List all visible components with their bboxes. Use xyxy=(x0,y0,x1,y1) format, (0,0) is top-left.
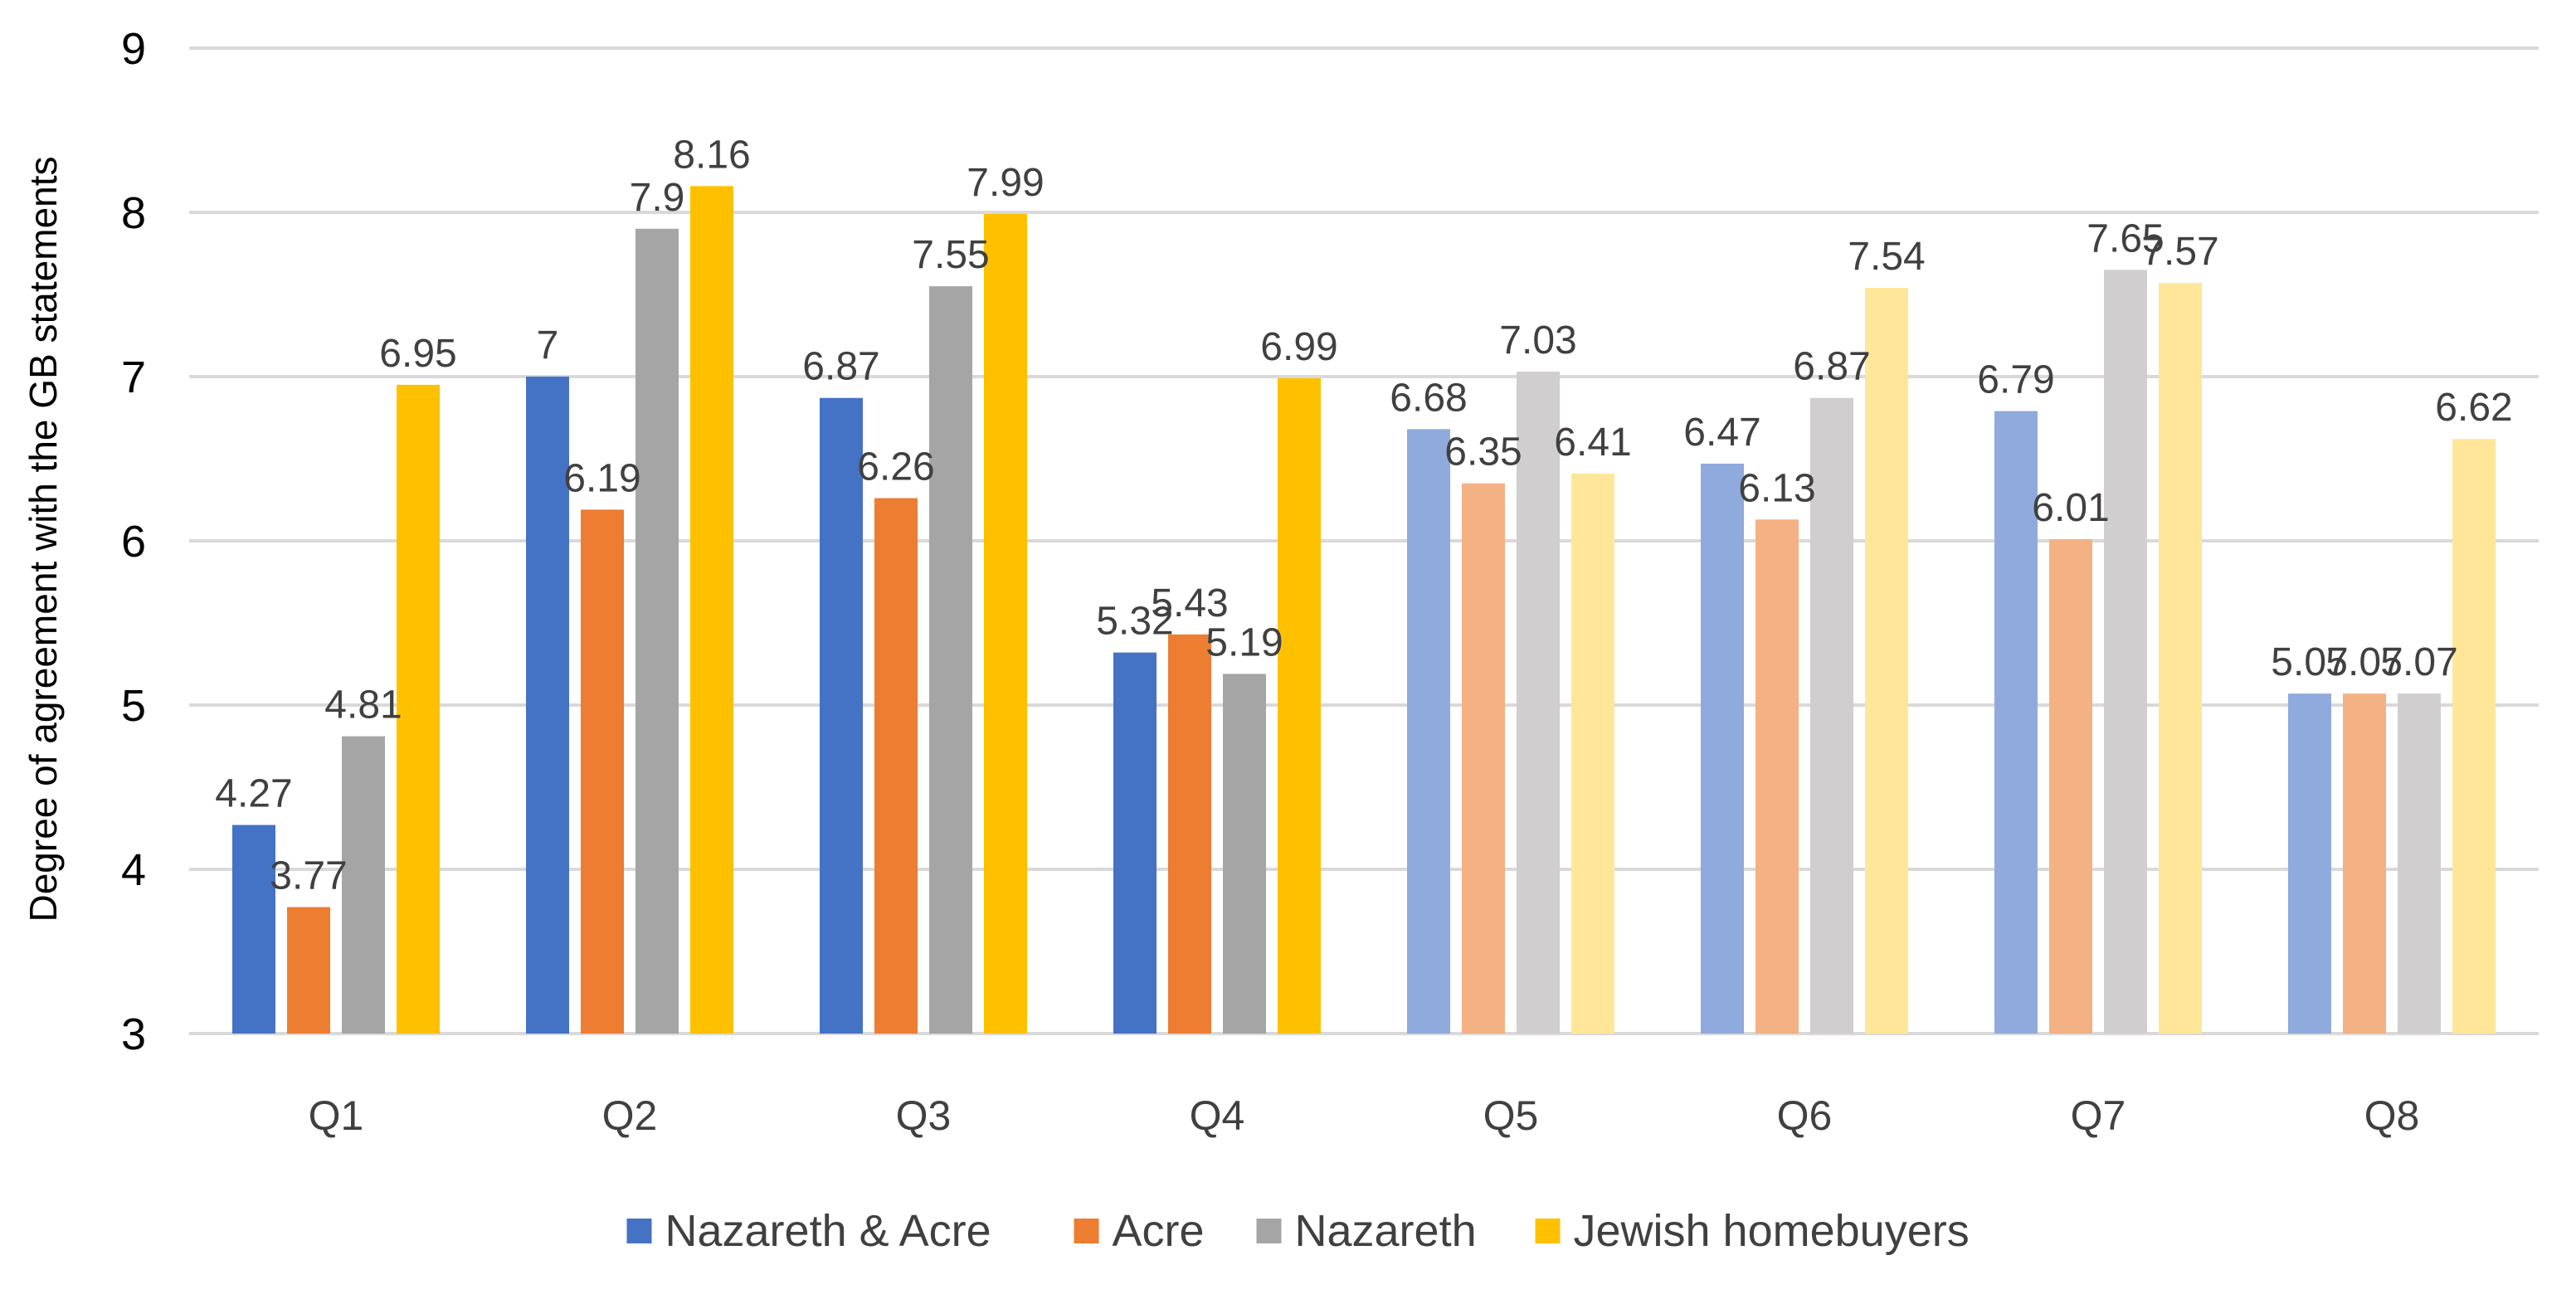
data-label: 5.19 xyxy=(1205,620,1283,664)
y-axis-ticks: 3 4 5 6 7 8 9 xyxy=(121,24,146,1059)
bar xyxy=(690,186,733,1034)
x-category-label: Q4 xyxy=(1190,1092,1245,1139)
data-label: 7.54 xyxy=(1848,235,1925,279)
bar xyxy=(232,825,275,1034)
data-label: 6.62 xyxy=(2435,386,2512,430)
bar xyxy=(874,498,918,1034)
data-label: 6.35 xyxy=(1444,431,1522,474)
data-label: 7.9 xyxy=(630,176,685,220)
bar xyxy=(2049,539,2092,1034)
data-label: 6.01 xyxy=(2032,486,2109,530)
data-label: 6.41 xyxy=(1554,421,1631,465)
legend-swatch xyxy=(626,1219,652,1243)
legend-label: Jewish homebuyers xyxy=(1574,1206,1970,1256)
y-tick-label: 8 xyxy=(121,188,146,238)
y-tick-label: 7 xyxy=(121,353,146,402)
data-label: 7.55 xyxy=(912,233,989,277)
bar xyxy=(2398,693,2441,1034)
bar xyxy=(2288,693,2331,1034)
data-labels: 4.27 3.77 4.81 6.95 7 6.19 7.98.16 6.87 6.26 7.55… xyxy=(215,133,2512,898)
data-label: 5.43 xyxy=(1151,581,1228,625)
data-label: 6.47 xyxy=(1683,411,1760,455)
data-label: 6.79 xyxy=(1977,358,2054,402)
legend-swatch xyxy=(1074,1219,1099,1243)
data-label: 6.95 xyxy=(379,332,456,376)
data-label: 6.99 xyxy=(1260,325,1337,369)
bar xyxy=(526,377,569,1034)
bar xyxy=(929,286,972,1034)
data-label: 4.81 xyxy=(324,684,402,727)
data-label: 6.87 xyxy=(802,345,879,389)
y-tick-label: 4 xyxy=(121,845,146,895)
bar xyxy=(635,228,679,1034)
x-category-label: Q1 xyxy=(309,1092,364,1139)
x-category-label: Q2 xyxy=(602,1092,658,1139)
data-label: 6.19 xyxy=(563,456,640,500)
x-category-label: Q8 xyxy=(2364,1092,2420,1139)
bar xyxy=(2343,693,2386,1034)
bars xyxy=(232,186,2496,1034)
y-tick-label: 5 xyxy=(121,681,146,731)
legend-label: Nazareth xyxy=(1295,1206,1477,1256)
data-label: 4.27 xyxy=(215,772,292,816)
data-label: 5.07 xyxy=(2325,640,2403,684)
data-label: 5.07 xyxy=(2380,640,2457,684)
data-label: 7.57 xyxy=(2141,230,2218,274)
legend-swatch xyxy=(1535,1219,1561,1243)
data-label: 8.16 xyxy=(673,133,750,177)
bar xyxy=(1223,674,1266,1034)
data-label: 7 xyxy=(537,324,559,367)
x-category-label: Q5 xyxy=(1483,1092,1539,1139)
y-tick-label: 6 xyxy=(121,517,146,567)
bar xyxy=(1701,463,1744,1034)
y-axis-title: Degree of agreement with the GB statemen… xyxy=(22,156,65,922)
bar xyxy=(581,509,624,1034)
bar xyxy=(1168,634,1211,1034)
bar xyxy=(342,736,385,1034)
bar xyxy=(2104,270,2147,1034)
legend: Nazareth & Acre Acre Nazareth Jewish homebu… xyxy=(626,1206,1970,1256)
data-label: 6.68 xyxy=(1390,376,1467,420)
x-category-label: Q3 xyxy=(896,1092,952,1139)
bar xyxy=(1113,652,1157,1034)
bar xyxy=(397,384,440,1034)
legend-label: Acre xyxy=(1113,1206,1205,1256)
bar xyxy=(1755,519,1799,1034)
bar xyxy=(287,907,330,1034)
bar xyxy=(2159,283,2202,1034)
bar xyxy=(1278,377,1321,1034)
bar xyxy=(1462,483,1505,1034)
y-tick-label: 3 xyxy=(121,1010,146,1059)
bar xyxy=(984,213,1027,1034)
bar xyxy=(1994,411,2038,1034)
data-label: 5.07 xyxy=(2271,640,2348,684)
x-axis-categories: Q1 Q2 Q3 Q4 Q5 Q6 Q7 Q8 xyxy=(309,1092,2420,1139)
legend-label: Nazareth & Acre xyxy=(665,1206,991,1256)
y-tick-label: 9 xyxy=(121,24,146,74)
bar xyxy=(1865,288,1908,1034)
data-label: 6.26 xyxy=(857,445,934,489)
data-label: 7.99 xyxy=(967,161,1044,205)
legend-swatch xyxy=(1256,1219,1282,1243)
data-label: 6.13 xyxy=(1738,466,1815,510)
bar xyxy=(1517,372,1560,1034)
data-label: 7.03 xyxy=(1499,319,1576,362)
x-category-label: Q6 xyxy=(1777,1092,1833,1139)
x-category-label: Q7 xyxy=(2071,1092,2126,1139)
data-label: 7.65 xyxy=(2087,216,2164,260)
bar xyxy=(820,397,863,1034)
bar xyxy=(1571,473,1614,1034)
bar xyxy=(1810,397,1853,1034)
data-label: 5.32 xyxy=(1096,600,1173,644)
bar xyxy=(2452,439,2496,1034)
data-label: 6.87 xyxy=(1793,345,1870,389)
data-label: 3.77 xyxy=(270,854,347,898)
bar xyxy=(1407,429,1450,1034)
